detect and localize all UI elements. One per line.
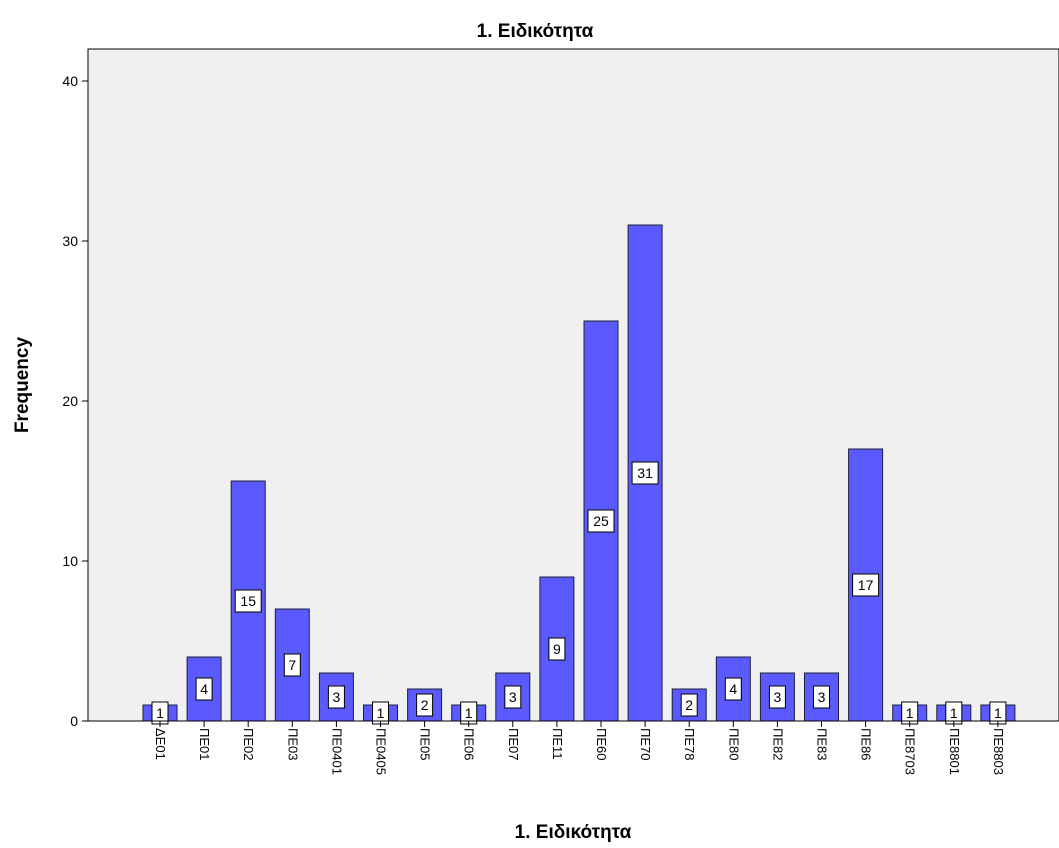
- y-tick-label: 40: [62, 73, 78, 89]
- x-category-label: ΠΕ0401: [329, 728, 344, 775]
- data-label-box: [724, 677, 742, 701]
- chart-title: 1. Ειδικότητα: [477, 21, 594, 42]
- y-axis-title: Frequency: [12, 337, 33, 434]
- data-label-box: [680, 693, 698, 717]
- data-label: 3: [818, 689, 826, 705]
- data-label-box: [768, 685, 786, 709]
- data-label-box: [631, 461, 659, 485]
- x-category-label: ΠΕ70: [638, 728, 653, 761]
- data-label: 15: [240, 593, 256, 609]
- data-label-box: [504, 685, 522, 709]
- data-label: 3: [333, 689, 341, 705]
- x-category-label: ΠΕ8801: [947, 728, 962, 775]
- data-label-box: [283, 653, 301, 677]
- y-tick-label: 0: [70, 713, 78, 729]
- data-label: 4: [729, 681, 737, 697]
- data-label: 2: [421, 697, 429, 713]
- data-label: 1: [465, 705, 473, 721]
- x-category-label: ΠΕ07: [506, 728, 521, 761]
- x-category-label: ΠΕ60: [594, 728, 609, 761]
- data-label: 3: [774, 689, 782, 705]
- data-label-box: [587, 509, 615, 533]
- x-category-label: ΠΕ11: [550, 728, 565, 760]
- y-tick-label: 20: [62, 393, 78, 409]
- data-label-box: [234, 589, 262, 613]
- data-label-box: [416, 693, 434, 717]
- x-category-label: ΠΕ86: [859, 728, 874, 761]
- bar-ΠΕ80: [715, 656, 751, 722]
- x-category-label: ΠΕ8803: [991, 728, 1006, 775]
- x-category-label: ΠΕ78: [682, 728, 697, 761]
- data-label-box: [548, 637, 566, 661]
- x-category-label: ΠΕ80: [726, 728, 741, 761]
- data-label: 9: [553, 641, 561, 657]
- data-label-box: [195, 677, 213, 701]
- y-tick-label: 30: [62, 233, 78, 249]
- x-category-label: ΔΕ01: [153, 728, 168, 760]
- data-label-box: [327, 685, 345, 709]
- data-label: 1: [994, 705, 1002, 721]
- x-category-label: ΠΕ06: [462, 728, 477, 761]
- data-label: 1: [377, 705, 385, 721]
- data-label: 17: [858, 577, 874, 593]
- x-category-label: ΠΕ82: [770, 728, 785, 761]
- x-category-label: ΠΕ05: [418, 728, 433, 761]
- y-tick-label: 10: [62, 553, 78, 569]
- x-category-label: ΠΕ8703: [903, 728, 918, 775]
- y-axis: 0 10 20 30 40: [62, 49, 89, 729]
- data-label: 4: [200, 681, 208, 697]
- data-label: 1: [906, 705, 914, 721]
- x-category-label: ΠΕ83: [815, 728, 830, 761]
- data-label: 25: [593, 513, 609, 529]
- x-category-label: ΠΕ0405: [374, 728, 389, 775]
- data-label: 1: [950, 705, 958, 721]
- x-category-label: ΠΕ02: [241, 728, 256, 761]
- data-label: 3: [509, 689, 517, 705]
- x-axis-title: 1. Ειδικότητα: [515, 822, 632, 843]
- x-category-label: ΠΕ03: [285, 728, 300, 761]
- data-label: 7: [288, 657, 296, 673]
- data-label-box: [852, 573, 880, 597]
- data-label: 31: [637, 465, 653, 481]
- data-label: 2: [685, 697, 693, 713]
- data-label-box: [813, 685, 830, 709]
- x-axis: ΔΕ01 ΠΕ01 ΠΕ02 ΠΕ03 ΠΕ0401 ΠΕ0405 ΠΕ05 ΠΕ06 ΠΕ07…: [88, 720, 1059, 775]
- data-label: 1: [156, 705, 164, 721]
- x-category-label: ΠΕ01: [197, 728, 212, 761]
